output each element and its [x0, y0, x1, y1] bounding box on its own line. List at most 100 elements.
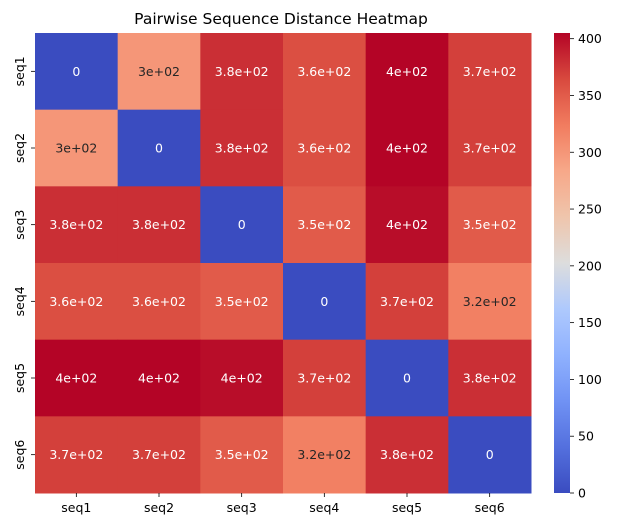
heatmap-cell: [117, 186, 201, 264]
heatmap-cell: [365, 416, 449, 494]
heatmap-cell: [200, 263, 284, 341]
cell-annotation: 4e+02: [386, 141, 428, 156]
heatmap-cell: [35, 416, 119, 494]
colorbar-tick-label: 50: [578, 429, 594, 444]
x-tick-label: seq4: [309, 500, 339, 515]
y-tick-label: seq6: [12, 440, 27, 470]
heatmap-cells: [35, 33, 532, 494]
x-tick-label: seq3: [227, 500, 257, 515]
cell-annotation: 3e+02: [55, 141, 97, 156]
cell-annotation: 0: [72, 64, 80, 79]
cell-annotation: 3.5e+02: [215, 294, 269, 309]
heatmap-cell: [200, 33, 284, 111]
heatmap-cell: [117, 33, 201, 111]
cell-annotation: 3.5e+02: [215, 447, 269, 462]
cell-annotation: 3.7e+02: [463, 64, 517, 79]
cell-annotation: 0: [486, 447, 494, 462]
x-tick-label: seq2: [144, 500, 174, 515]
heatmap-cell: [365, 186, 449, 264]
colorbar-tick-label: 200: [578, 258, 602, 273]
heatmap-cell: [365, 263, 449, 341]
heatmap-cell: [283, 416, 367, 494]
heatmap-cell: [365, 109, 449, 187]
cell-annotation: 3.8e+02: [380, 447, 434, 462]
heatmap-cell: [117, 263, 201, 341]
cell-annotation: 3.2e+02: [463, 294, 517, 309]
heatmap-cell: [200, 109, 284, 187]
x-tick-label: seq5: [392, 500, 422, 515]
y-tick-label: seq5: [12, 363, 27, 393]
heatmap-cell: [200, 186, 284, 264]
chart-title: Pairwise Sequence Distance Heatmap: [134, 10, 428, 28]
cell-annotation: 0: [238, 217, 246, 232]
colorbar-tick-label: 250: [578, 202, 602, 217]
y-tick-label: seq1: [12, 56, 27, 86]
heatmap-cell: [283, 33, 367, 111]
colorbar-tick-label: 400: [578, 31, 602, 46]
cell-annotation: 4e+02: [386, 217, 428, 232]
cell-annotation: 3.8e+02: [215, 64, 269, 79]
heatmap-cell: [448, 109, 532, 187]
heatmap-cell: [283, 263, 367, 341]
y-tick-label: seq3: [12, 210, 27, 240]
colorbar-tick-label: 150: [578, 315, 602, 330]
cell-annotation: 3.6e+02: [297, 64, 351, 79]
heatmap-cell: [448, 339, 532, 417]
cell-annotation: 4e+02: [55, 371, 97, 386]
cell-annotation: 3.7e+02: [463, 141, 517, 156]
heatmap-cell: [35, 339, 119, 417]
heatmap-cell: [117, 109, 201, 187]
heatmap-cell: [200, 339, 284, 417]
cell-annotation: 4e+02: [138, 371, 180, 386]
heatmap-cell: [365, 33, 449, 111]
cell-annotation: 4e+02: [386, 64, 428, 79]
x-tick-label: seq1: [61, 500, 91, 515]
heatmap-cell: [365, 339, 449, 417]
cell-annotation: 3.5e+02: [297, 217, 351, 232]
y-tick-label: seq2: [12, 133, 27, 163]
heatmap-cell: [448, 263, 532, 341]
cell-annotation: 3.5e+02: [463, 217, 517, 232]
colorbar: [554, 33, 570, 493]
y-tick-label: seq4: [12, 286, 27, 316]
cell-annotation: 3.6e+02: [49, 294, 103, 309]
cell-annotation: 3.7e+02: [297, 371, 351, 386]
cell-annotations: 0 3e+02 3.8e+02 3.6e+02 4e+02 3.7e+02 3e+02 0 3.…: [49, 64, 516, 462]
cell-annotation: 3.7e+02: [49, 447, 103, 462]
heatmap-cell: [283, 109, 367, 187]
heatmap-cell: [117, 416, 201, 494]
cell-annotation: 4e+02: [221, 371, 263, 386]
cell-annotation: 0: [320, 294, 328, 309]
heatmap-cell: [200, 416, 284, 494]
cell-annotation: 3e+02: [138, 64, 180, 79]
cell-annotation: 3.7e+02: [132, 447, 186, 462]
cell-annotation: 3.8e+02: [132, 217, 186, 232]
colorbar-ticks: 0 50 100 150 200 250 300 350 400: [570, 31, 602, 501]
heatmap-cell: [35, 109, 119, 187]
cell-annotation: 3.6e+02: [297, 141, 351, 156]
cell-annotation: 3.8e+02: [463, 371, 517, 386]
heatmap-cell: [117, 339, 201, 417]
cell-annotation: 0: [155, 141, 163, 156]
cell-annotation: 3.7e+02: [380, 294, 434, 309]
heatmap-cell: [283, 186, 367, 264]
x-axis-ticks: seq1 seq2 seq3 seq4 seq5 seq6: [61, 493, 505, 515]
cell-annotation: 3.6e+02: [132, 294, 186, 309]
x-tick-label: seq6: [475, 500, 505, 515]
heatmap-cell: [448, 186, 532, 264]
heatmap-cell: [283, 339, 367, 417]
colorbar-tick-label: 0: [578, 486, 586, 501]
cell-annotation: 0: [403, 371, 411, 386]
heatmap-cell: [448, 416, 532, 494]
heatmap-cell: [35, 186, 119, 264]
y-axis-ticks: seq1 seq2 seq3 seq4 seq5 seq6: [12, 56, 35, 470]
cell-annotation: 3.8e+02: [215, 141, 269, 156]
colorbar-tick-label: 100: [578, 372, 602, 387]
colorbar-tick-label: 300: [578, 145, 602, 160]
colorbar-tick-label: 350: [578, 88, 602, 103]
cell-annotation: 3.2e+02: [297, 447, 351, 462]
heatmap-cell: [35, 33, 119, 111]
heatmap-cell: [448, 33, 532, 111]
